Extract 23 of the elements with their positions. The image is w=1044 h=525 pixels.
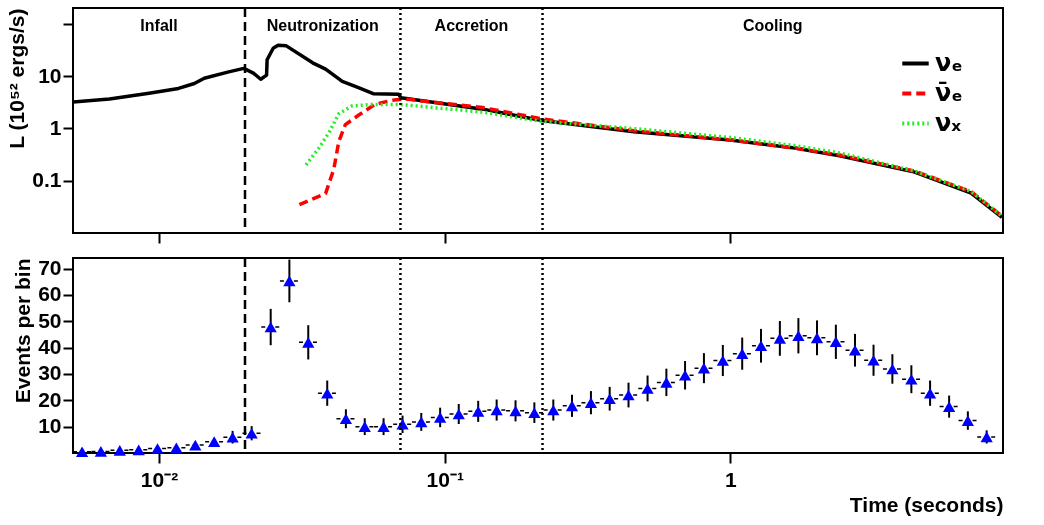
y-tick-label: 40: [38, 335, 62, 359]
legend-label: ν̄ₑ: [935, 78, 963, 107]
x-tick-label: 10⁻¹: [426, 467, 464, 491]
y-tick-label: 20: [38, 387, 62, 411]
y-tick-label: 10: [38, 63, 62, 87]
y-tick-label: 60: [38, 282, 62, 306]
annotation: Accretion: [434, 17, 509, 34]
x-tick-label: 10⁻²: [140, 467, 179, 491]
y-tick-label: 10: [38, 414, 62, 438]
legend-label: νₑ: [935, 48, 963, 77]
x-axis-title: Time (seconds): [849, 492, 1004, 516]
legend-label: νₓ: [935, 108, 962, 137]
y-tick-label: 0.1: [32, 168, 62, 192]
y-tick-label: 30: [38, 361, 62, 385]
y-axis-title: L (10⁵² ergs/s): [5, 8, 29, 149]
y-tick-label: 1: [49, 115, 62, 139]
annotation: Neutronization: [266, 17, 379, 34]
y-tick-label: 50: [38, 308, 62, 332]
y-tick-label: 70: [38, 256, 62, 280]
annotation: Cooling: [742, 17, 803, 34]
y-axis-title: Events per bin: [11, 258, 35, 404]
annotation: Infall: [140, 17, 178, 34]
x-tick-label: 1: [725, 467, 738, 491]
